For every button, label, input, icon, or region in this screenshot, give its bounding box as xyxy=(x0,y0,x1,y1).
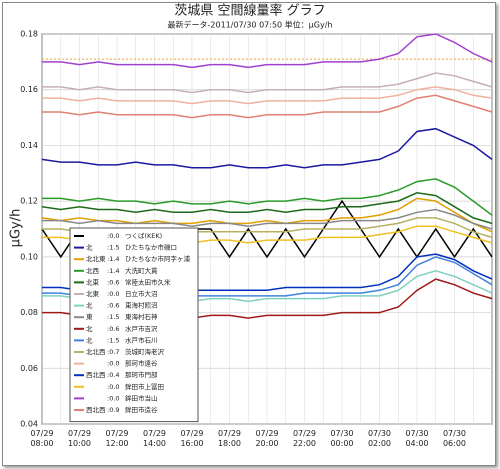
x-tick-label: 07/30 00:00 xyxy=(330,429,353,448)
x-tick-label: 07/29 08:00 xyxy=(30,429,53,448)
legend-direction: 西北西 xyxy=(86,406,106,414)
y-tick-label: 0.08 xyxy=(20,308,38,317)
legend-name: 茨城町海老沢 xyxy=(125,347,165,356)
x-tick-label: 07/29 18:00 xyxy=(218,429,241,448)
x-tick-label: 07/29 20:00 xyxy=(255,429,278,448)
legend-name: 鉾田市当山 xyxy=(125,393,158,402)
legend-distance: :0.7 xyxy=(107,348,120,356)
legend-direction: 北東 xyxy=(86,289,100,298)
legend-name: 鉾田市上冨田 xyxy=(125,382,164,391)
series-line xyxy=(42,208,493,230)
legend-distance: :0.6 xyxy=(107,278,120,286)
legend-direction: 西北西 xyxy=(86,371,106,379)
legend-name: つくば(KEK) xyxy=(125,231,162,240)
x-tick-label: 07/30 02:00 xyxy=(368,429,391,448)
legend-distance: :0.6 xyxy=(107,325,120,333)
series-line xyxy=(42,33,493,69)
legend-name: 東海村照沼 xyxy=(125,301,158,310)
legend-distance: :0.0 xyxy=(107,290,120,298)
legend-direction: 北西 xyxy=(86,267,100,275)
y-tick-label: 0.06 xyxy=(20,364,38,373)
x-tick-label: 07/30 04:00 xyxy=(405,429,428,448)
y-tick-label: 0.14 xyxy=(20,141,38,150)
legend-name: 那珂市遠谷 xyxy=(125,359,158,368)
legend-direction: 北 xyxy=(86,336,93,344)
chart-subtitle: 最新データ-2011/07/30 07:50 単位：μGy/h xyxy=(168,20,333,30)
series-line xyxy=(41,127,493,169)
legend-distance: :0.0 xyxy=(107,383,120,391)
series-line xyxy=(41,197,493,233)
series-line xyxy=(42,94,493,119)
series-line xyxy=(41,192,493,225)
x-tick-label: 07/29 14:00 xyxy=(143,429,166,448)
legend-distance: :0.6 xyxy=(107,302,120,310)
x-tick-label: 07/29 10:00 xyxy=(68,429,91,448)
legend-direction: 北 xyxy=(86,244,93,252)
legend-direction: 北北西 xyxy=(86,348,106,356)
y-tick-label: 0.16 xyxy=(20,85,38,94)
legend-name: ひたちなか市阿字ヶ浦 xyxy=(125,254,191,263)
legend-distance: :0.9 xyxy=(107,406,120,414)
y-tick-label: 0.04 xyxy=(20,420,38,429)
legend-distance: :0.0 xyxy=(107,232,120,240)
y-tick-label: 0.18 xyxy=(20,30,38,39)
series-line xyxy=(42,86,493,105)
legend-direction: 北東 xyxy=(86,277,100,286)
legend-name: ひたちなか市磯口 xyxy=(125,243,177,252)
legend-direction: 北 xyxy=(86,302,93,310)
legend-name: 常陸太田市久米 xyxy=(125,277,171,286)
legend-name: 大洗町大貫 xyxy=(125,266,158,275)
chart-title: 茨城県 空間線量率 グラフ xyxy=(174,3,325,19)
legend-direction: 北 xyxy=(86,325,93,333)
legend-distance: :1.5 xyxy=(107,336,120,344)
legend-name: 水戸市石川 xyxy=(125,335,158,344)
y-tick-label: 0.10 xyxy=(20,252,38,261)
series-line xyxy=(42,72,493,94)
legend-box xyxy=(69,227,199,423)
legend-distance: :0.4 xyxy=(107,371,120,379)
legend-distance: :1.4 xyxy=(107,267,120,275)
series-line xyxy=(42,178,493,216)
x-tick-label: 07/30 06:00 xyxy=(443,429,466,448)
y-axis-label: μGy/h xyxy=(9,209,24,248)
legend-distance: :1.5 xyxy=(107,244,120,252)
y-tick-label: 0.12 xyxy=(20,197,38,206)
legend-name: 東海村石神 xyxy=(125,312,158,321)
x-tick-label: 07/29 22:00 xyxy=(293,429,316,448)
legend-name: 水戸市吉沢 xyxy=(125,324,158,333)
x-tick-label: 07/29 12:00 xyxy=(105,429,128,448)
legend-distance: :0.0 xyxy=(107,394,120,402)
legend-distance: :0.0 xyxy=(107,360,120,368)
legend-name: 日立市大沼 xyxy=(125,289,158,298)
legend-name: 鉾田市造谷 xyxy=(125,405,158,414)
legend-name: 那珂市門部 xyxy=(125,370,158,379)
legend-direction: 北北東 xyxy=(86,254,106,263)
legend-direction: 東 xyxy=(86,312,93,321)
x-tick-label: 07/29 16:00 xyxy=(180,429,203,448)
legend-distance: :1.5 xyxy=(107,313,120,321)
legend-distance: :1.4 xyxy=(107,255,120,263)
